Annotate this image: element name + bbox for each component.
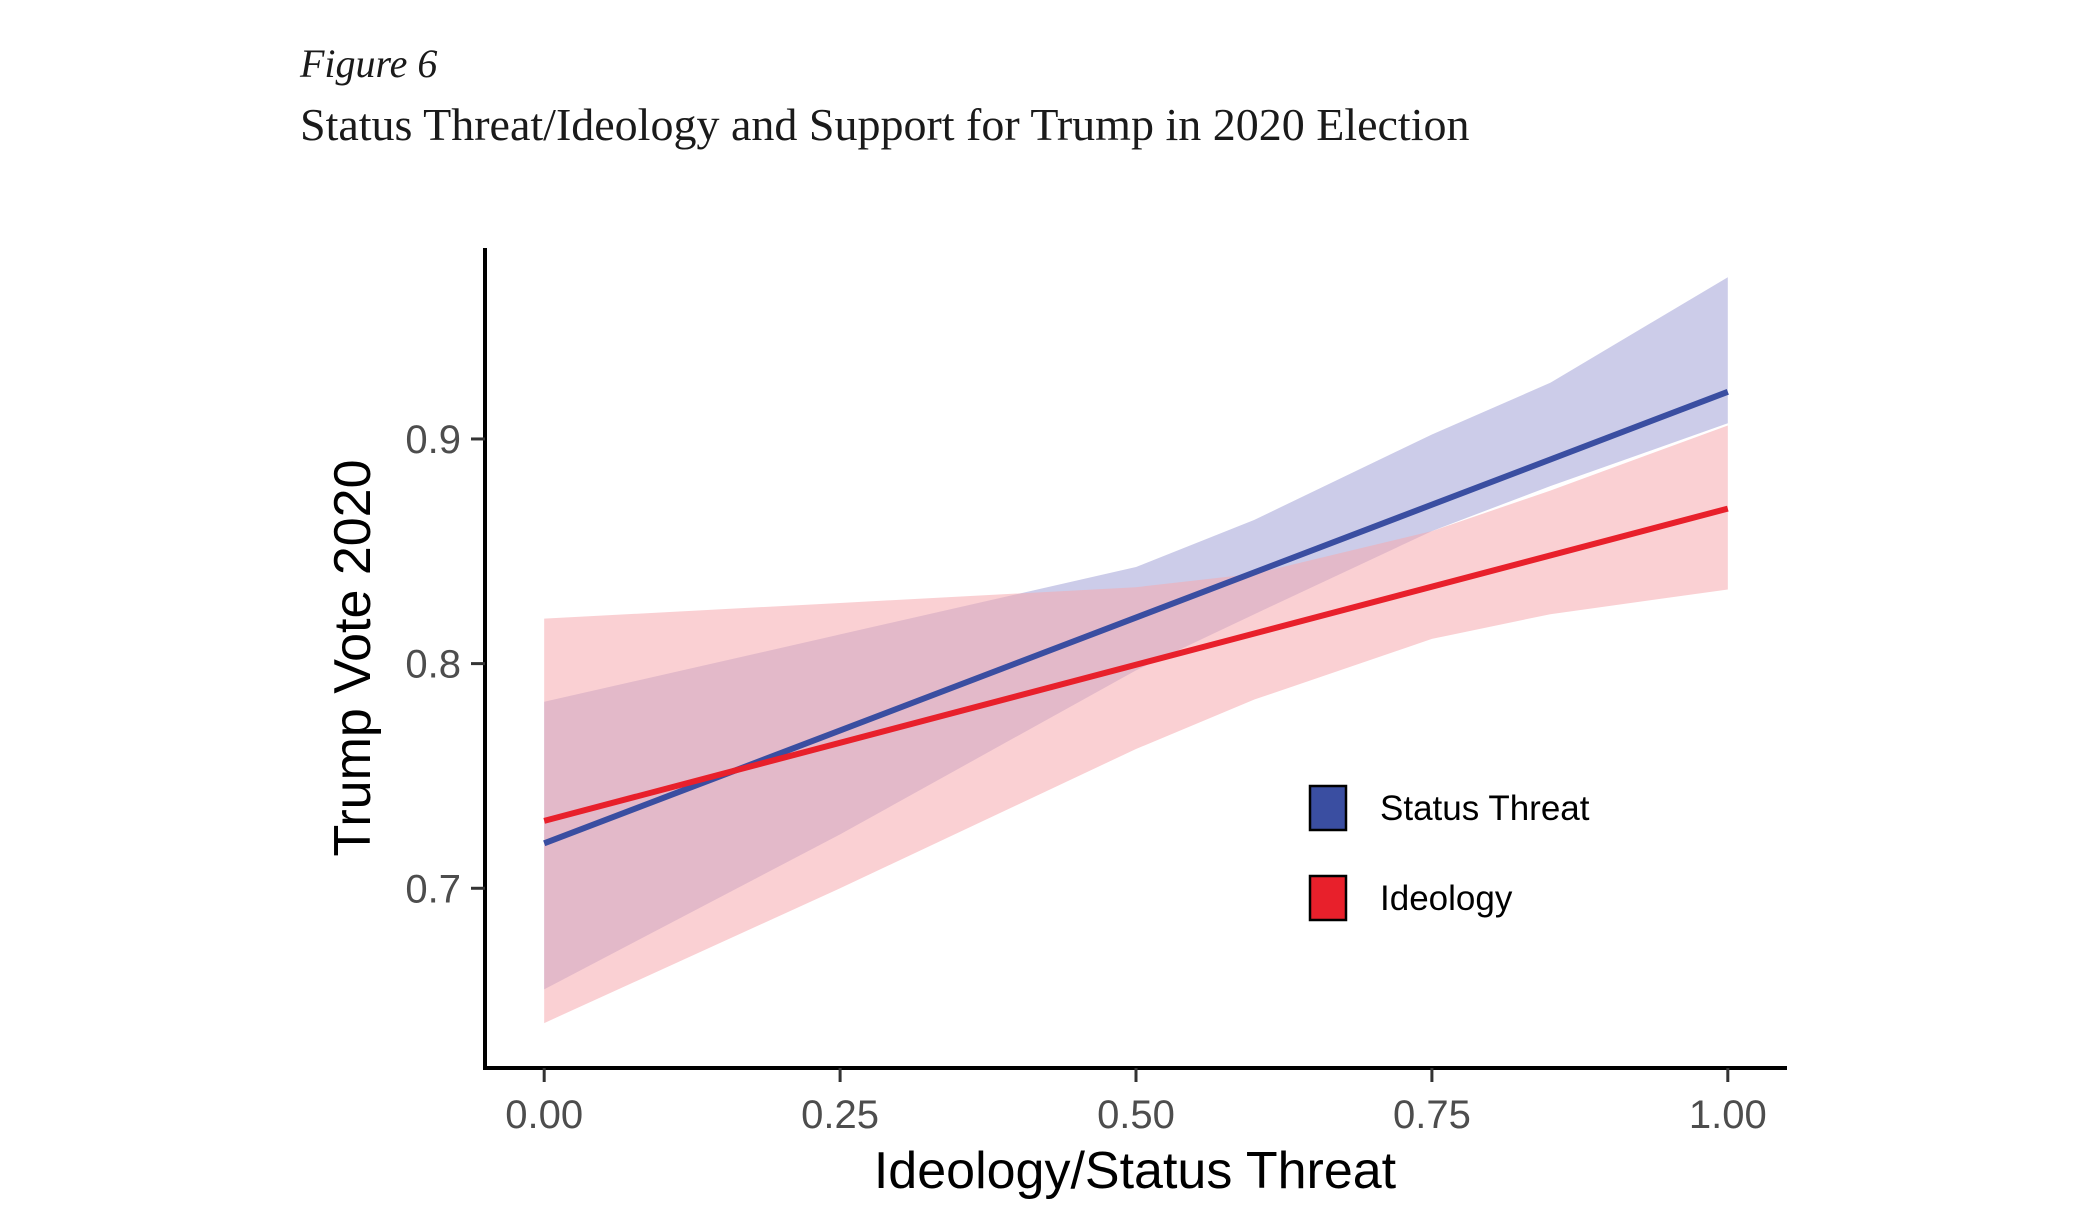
ideology-legend-swatch xyxy=(1308,874,1348,922)
legend: Status Threat Ideology xyxy=(1308,784,1590,922)
x-tick-label: 0.25 xyxy=(801,1093,879,1137)
ideology-confidence-band xyxy=(544,425,1728,1024)
figure-title: Status Threat/Ideology and Support for T… xyxy=(300,99,1470,150)
x-ticks: 0.00 0.25 0.50 0.75 1.00 xyxy=(505,1068,1767,1137)
ideology-line xyxy=(543,505,1729,824)
x-tick-label: 0.00 xyxy=(505,1093,583,1137)
status-threat-legend-swatch xyxy=(1308,784,1348,832)
x-tick-label: 0.50 xyxy=(1097,1093,1175,1137)
y-ticks: 0.7 0.8 0.9 xyxy=(405,418,485,911)
x-tick-label: 0.75 xyxy=(1393,1093,1471,1137)
ideology-legend-label: Ideology xyxy=(1380,879,1513,918)
y-tick-label: 0.8 xyxy=(405,643,461,687)
status-threat-legend-label: Status Threat xyxy=(1380,789,1590,828)
confidence-bands xyxy=(544,277,1728,1024)
x-axis-title: Ideology/Status Threat xyxy=(874,1142,1397,1200)
y-tick-label: 0.9 xyxy=(405,418,461,462)
x-tick-label: 1.00 xyxy=(1689,1093,1767,1137)
y-tick-label: 0.7 xyxy=(405,867,461,911)
regression-lines xyxy=(543,388,1729,847)
y-axis-title: Trump Vote 2020 xyxy=(324,460,382,857)
figure-label: Figure 6 xyxy=(300,41,438,86)
